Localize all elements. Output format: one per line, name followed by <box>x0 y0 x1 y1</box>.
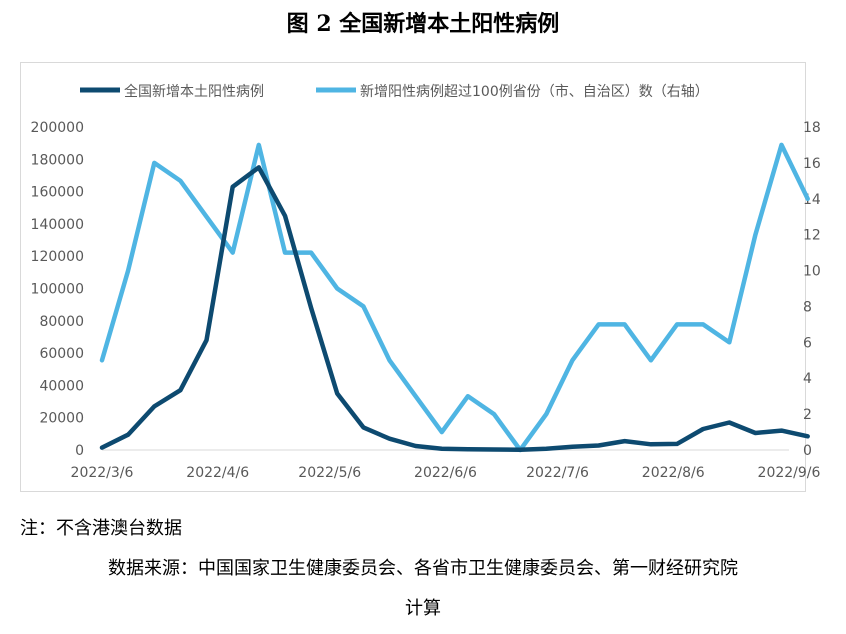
chart-title: 图 2 全国新增本土阳性病例 <box>286 11 560 37</box>
x-tick-label: 2022/3/6 <box>71 465 134 481</box>
x-tick-label: 2022/4/6 <box>186 465 249 481</box>
series-line-provinces <box>99 142 810 453</box>
y-left-tick-label: 200000 <box>31 120 84 136</box>
chart-frame <box>20 62 806 492</box>
y-left-tick-label: 160000 <box>31 185 84 201</box>
x-tick-label: 2022/7/6 <box>526 465 589 481</box>
legend-label-provinces: 新增阳性病例超过100例省份（市、自治区）数（右轴） <box>360 83 709 100</box>
source-text: 数据来源：中国国家卫生健康委员会、各省市卫生健康委员会、第一财经研究院 计算 <box>20 560 826 618</box>
legend-label-main: 全国新增本土阳性病例 <box>124 83 264 100</box>
y-right-tick-label: 8 <box>803 299 812 315</box>
x-axis: 2022/3/6 2022/4/6 2022/5/6 2022/6/6 2022/7/6… <box>71 449 821 481</box>
series-line-main <box>99 165 810 452</box>
x-tick-label: 2022/9/6 <box>758 465 821 481</box>
y-right-tick-label: 12 <box>803 228 821 244</box>
y-left-tick-label: 180000 <box>31 152 84 168</box>
x-tick-label: 2022/6/6 <box>414 465 477 481</box>
plot-area <box>99 142 810 453</box>
y-left-tick-label: 20000 <box>39 411 84 427</box>
y-left-tick-label: 140000 <box>31 217 84 233</box>
y-right-tick-label: 4 <box>803 371 812 387</box>
y-right-tick-label: 0 <box>803 443 812 459</box>
legend: 全国新增本土阳性病例 新增阳性病例超过100例省份（市、自治区）数（右轴） <box>80 83 709 100</box>
y-axis-left: 2000001800001600001400001200001000008000… <box>31 120 84 459</box>
y-right-tick-label: 18 <box>803 120 821 136</box>
y-right-tick-label: 6 <box>803 335 812 351</box>
y-left-tick-label: 100000 <box>31 282 84 298</box>
y-left-tick-label: 120000 <box>31 249 84 265</box>
x-tick-label: 2022/8/6 <box>642 465 705 481</box>
y-left-tick-label: 40000 <box>39 378 84 394</box>
source-line-2: 计算 <box>405 598 441 619</box>
x-tick-label: 2022/5/6 <box>298 465 361 481</box>
source-line-1: 数据来源：中国国家卫生健康委员会、各省市卫生健康委员会、第一财经研究院 <box>108 558 738 579</box>
footnote: 注：不含港澳台数据 <box>20 518 182 539</box>
y-left-tick-label: 60000 <box>39 346 84 362</box>
y-right-tick-label: 16 <box>803 156 821 172</box>
y-right-tick-label: 2 <box>803 407 812 423</box>
y-left-tick-label: 0 <box>75 443 84 459</box>
y-right-tick-label: 10 <box>803 264 821 280</box>
y-left-tick-label: 80000 <box>39 314 84 330</box>
